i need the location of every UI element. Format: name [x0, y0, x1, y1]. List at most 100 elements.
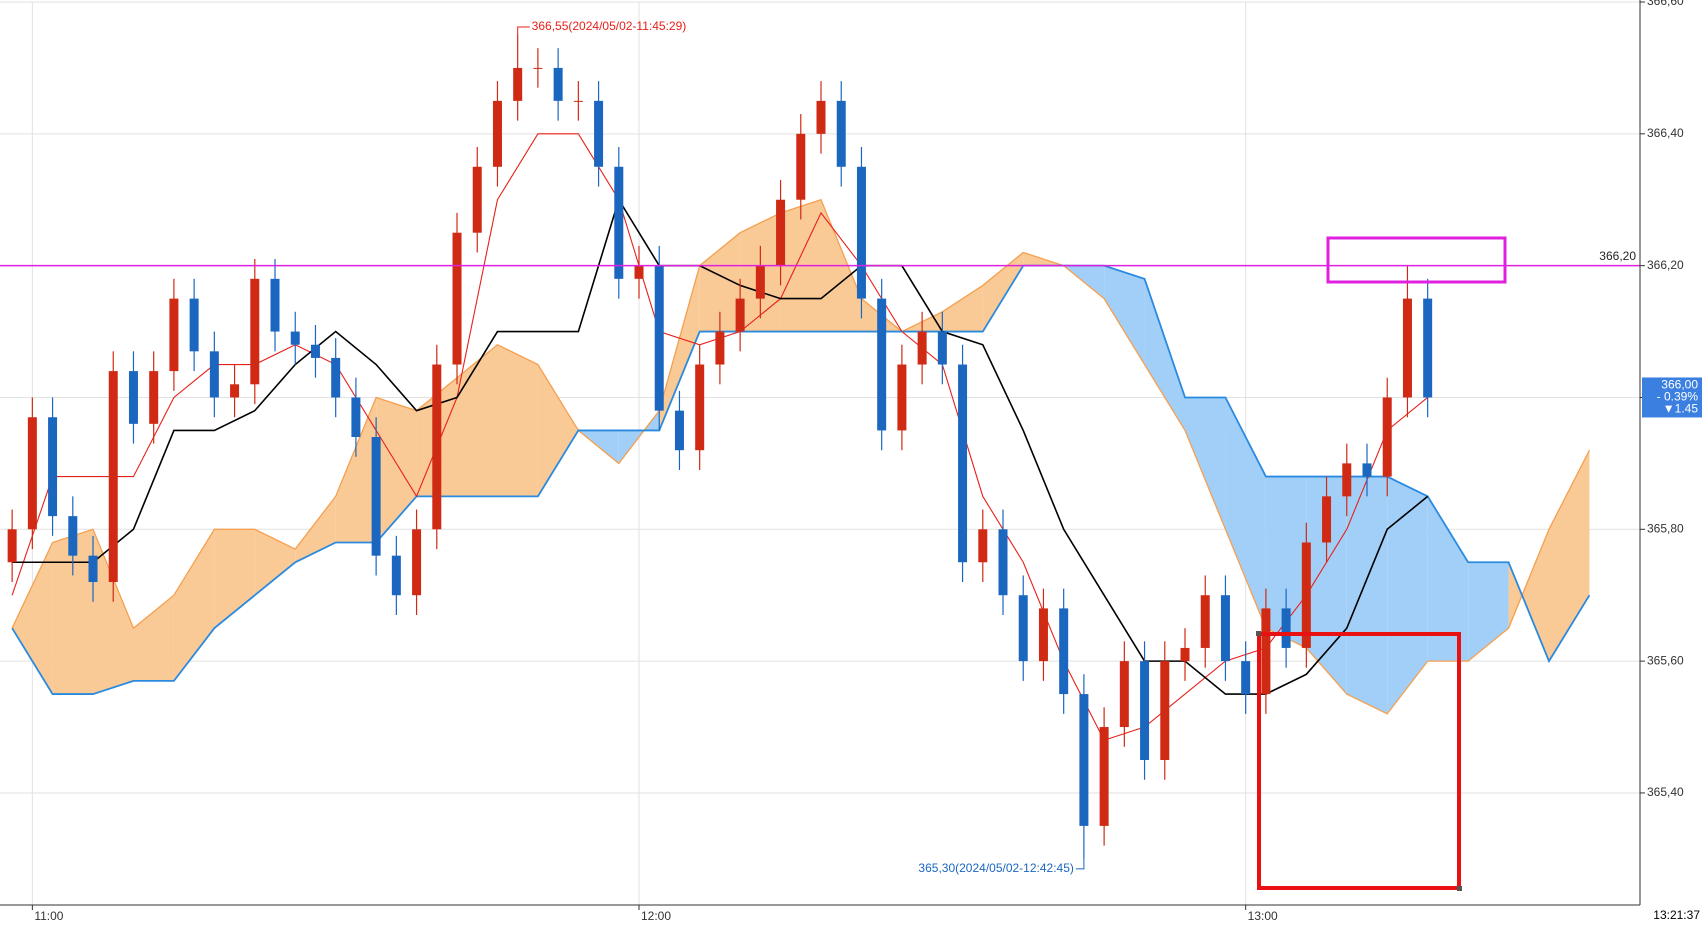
candle-body: [1220, 595, 1230, 662]
cloud-segment: [52, 529, 94, 695]
candle-body: [937, 331, 947, 365]
candle-body: [1180, 647, 1190, 662]
candle-body: [128, 371, 138, 424]
candle-body: [877, 298, 887, 431]
candle-body: [553, 67, 563, 101]
cloud-segment: [214, 529, 255, 629]
candle-body: [371, 437, 381, 556]
candle-body: [1402, 298, 1412, 398]
candle-body: [270, 278, 280, 332]
last-price: 366,00: [1661, 378, 1698, 392]
candle-body: [351, 397, 361, 438]
highlight-box: [1326, 236, 1507, 284]
cloud-segment: [497, 344, 538, 497]
candle-body: [1079, 694, 1089, 826]
candle-body: [412, 529, 422, 596]
annotation: 366,55(2024/05/02-11:45:29): [532, 19, 687, 33]
cloud-layer: [11, 198, 1591, 715]
candle-body: [189, 298, 199, 352]
last-price-box: [1642, 377, 1702, 418]
candle-body: [68, 516, 78, 556]
candle-body: [1362, 463, 1372, 477]
candle-body: [1322, 496, 1332, 543]
handle: [1256, 631, 1261, 636]
candle-body: [1281, 608, 1291, 648]
cloud-segment: [1387, 476, 1428, 714]
candle-body: [958, 364, 968, 563]
candle-body: [856, 166, 866, 299]
candle-body: [88, 555, 98, 583]
candle-body: [290, 331, 300, 345]
indicator-line: [12, 197, 1429, 695]
candle-body: [816, 100, 826, 134]
candle-body: [492, 100, 502, 167]
y-tick-label: 365,60: [1647, 653, 1684, 667]
candle-body: [1119, 661, 1129, 728]
y-tick-label: 366,60: [1647, 0, 1684, 8]
cloud-segment: [1549, 450, 1590, 662]
annotation: 365,30(2024/05/02-12:42:45): [918, 861, 1073, 875]
candle-body: [1059, 608, 1069, 695]
candle-body: [1301, 542, 1311, 648]
cloud-segment: [1508, 529, 1550, 662]
candle-body: [998, 529, 1008, 596]
candle-body: [695, 364, 705, 451]
y-tick-label: 366,40: [1647, 126, 1684, 140]
candle-body: [1382, 397, 1392, 477]
cloud-segment: [537, 364, 579, 497]
candle-body: [169, 298, 179, 372]
last-change: ▼1.45: [1663, 402, 1699, 416]
candle-body: [108, 371, 118, 583]
candle-body: [452, 232, 462, 365]
cloud-segment: [942, 285, 983, 332]
x-tick-label: 12:00: [641, 909, 671, 923]
cloud-segment: [982, 252, 1024, 332]
candle-body: [533, 67, 543, 69]
cloud-segment: [1346, 476, 1388, 714]
candle-body: [230, 384, 240, 398]
cloud-segment: [659, 265, 700, 431]
candle-body: [1342, 463, 1352, 497]
highlight-box: [1257, 632, 1461, 890]
candle-body: [209, 351, 219, 398]
candle-body: [1160, 661, 1170, 760]
cloud-segment: [1144, 278, 1186, 431]
y-tick-label: 366,20: [1647, 258, 1684, 272]
candle-body: [634, 265, 644, 279]
candle-body: [1038, 608, 1048, 662]
candles-layer: [7, 34, 1433, 859]
candle-body: [1200, 595, 1210, 648]
candle-body: [7, 529, 17, 563]
cloud-segment: [335, 397, 377, 543]
cloud-segment: [1104, 265, 1145, 365]
candle-body: [149, 371, 159, 424]
candle-body: [310, 344, 320, 358]
y-tick-label: 365,80: [1647, 521, 1684, 535]
current-time: 13:21:37: [1653, 908, 1700, 922]
candle-body: [250, 278, 260, 385]
last-change-pct: - 0.39%: [1657, 390, 1699, 404]
x-tick-label: 11:00: [34, 909, 63, 923]
candle-body: [897, 364, 907, 431]
y-tick-label: 365,40: [1647, 785, 1684, 799]
candle-body: [1018, 595, 1028, 662]
candle-body: [573, 100, 583, 102]
candle-body: [1140, 661, 1150, 760]
cloud-segment: [1185, 397, 1226, 530]
cloud-segment: [699, 232, 741, 332]
candle-body: [331, 357, 341, 398]
candle-body: [614, 166, 624, 279]
cloud-segment: [12, 542, 53, 695]
candle-body: [674, 410, 684, 451]
x-tick-label: 13:00: [1248, 909, 1278, 923]
cloud-segment: [173, 529, 215, 681]
candle-body: [735, 298, 745, 332]
cloud-segment: [457, 344, 498, 497]
candle-body: [978, 529, 988, 563]
candle-body: [391, 555, 401, 596]
cloud-segment: [1265, 476, 1307, 648]
cloud-segment: [376, 397, 417, 543]
candle-body: [1261, 608, 1271, 695]
candle-body: [836, 100, 846, 167]
